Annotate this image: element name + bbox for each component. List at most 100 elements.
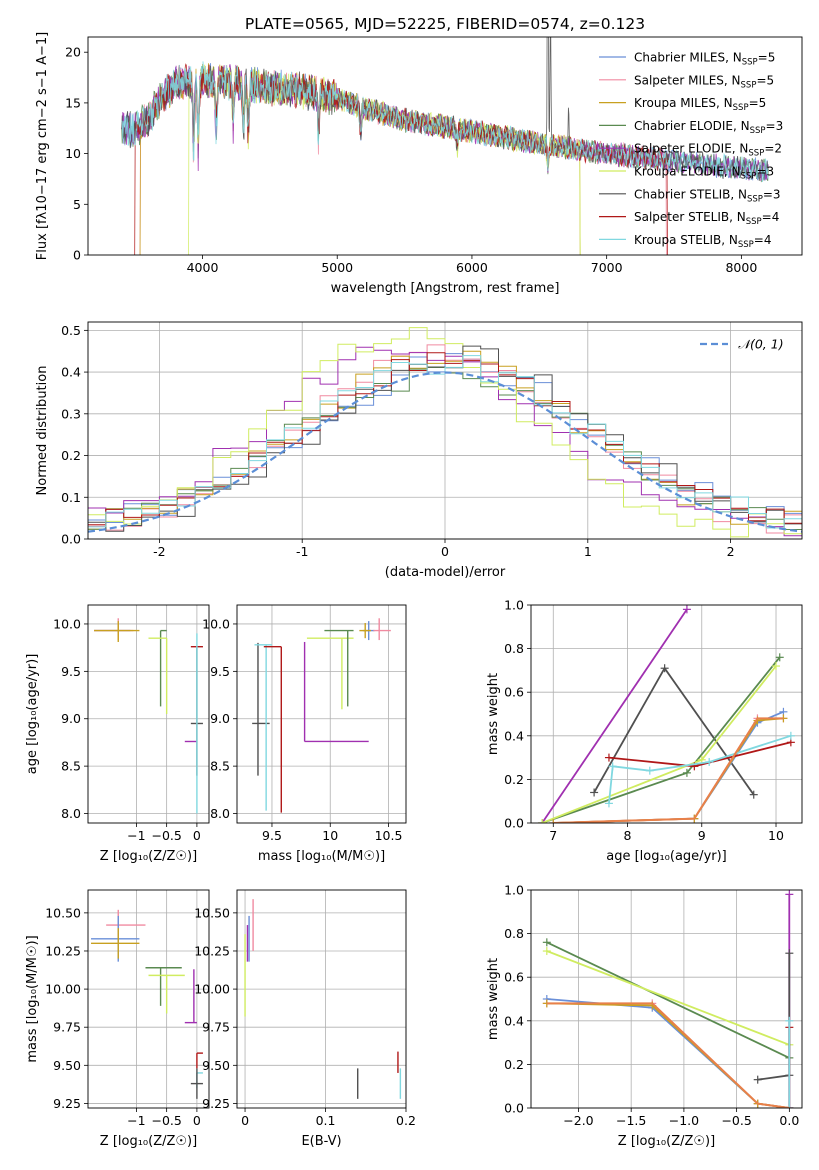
x-tick-label: 9.5 — [262, 828, 282, 843]
spectrum-series — [121, 61, 769, 182]
axes-frame — [87, 889, 210, 1109]
y-tick-label: 0.4 — [504, 1013, 524, 1028]
y-tick-label: 8.5 — [210, 759, 230, 774]
x-tick-label: 10.5 — [375, 828, 403, 843]
y-tick-label: 9.50 — [53, 1058, 81, 1073]
x-axis-label: Z [log₁₀(Z/Z☉)] — [100, 1134, 197, 1149]
x-tick-label: -1 — [296, 544, 308, 559]
legend-label: Chabrier MILES, NSSP=5 — [634, 51, 775, 68]
x-tick-label: 1 — [584, 544, 592, 559]
x-axis-label: Z [log₁₀(Z/Z☉)] — [100, 849, 197, 864]
plot-area — [91, 909, 203, 1099]
y-tick-label: 9.25 — [53, 1096, 81, 1111]
y-tick-label: 9.75 — [202, 1020, 230, 1035]
x-tick-label: 9 — [698, 828, 706, 843]
x-tick-label: 0.2 — [396, 1113, 416, 1128]
y-tick-label: 8.0 — [210, 806, 230, 821]
y-tick-label: 0 — [73, 248, 81, 263]
axes-frame — [530, 604, 803, 824]
x-tick-label: 8000 — [725, 260, 757, 275]
legend-label: Chabrier ELODIE, NSSP=3 — [634, 119, 783, 136]
plot-area — [252, 618, 391, 813]
x-axis-label: (data-model)/error — [385, 565, 506, 580]
x-tick-label: 0 — [241, 1113, 249, 1128]
y-axis-label: mass weight — [486, 958, 501, 1040]
y-tick-label: 10.00 — [45, 982, 81, 997]
y-tick-label: 5 — [73, 197, 81, 212]
y-tick-label: 9.0 — [210, 711, 230, 726]
legend: 𝒩(0, 1) — [700, 337, 784, 352]
x-tick-label: −0.5 — [721, 1113, 751, 1128]
weight-series — [608, 734, 792, 804]
weight-series — [546, 950, 790, 1046]
panel-residuals: -2 -1 0 1 2 0.0 0.1 0.2 0.3 0.4 0.5 (data-model)/er… — [35, 321, 803, 580]
y-tick-label: 0.8 — [504, 926, 524, 941]
y-axis-label: Normed distribution — [35, 366, 50, 496]
figure-title: PLATE=0565, MJD=52225, FIBERID=0574, z=0… — [245, 15, 645, 33]
axes-frame — [87, 604, 210, 824]
y-tick-label: 10.50 — [45, 905, 81, 920]
x-axis-label: age [log₁₀(age/yr)] — [606, 849, 727, 864]
plot-area — [542, 890, 794, 1108]
plot-area — [94, 618, 203, 814]
x-tick-label: 0 — [193, 1113, 201, 1128]
y-tick-label: 9.75 — [53, 1020, 81, 1035]
y-axis-label: Flux [fλ10−17 erg cm−2 s−1 A−1] — [35, 32, 50, 260]
y-tick-label: 10.0 — [202, 616, 230, 631]
x-tick-label: 5000 — [321, 260, 353, 275]
x-tick-label: −1.0 — [669, 1113, 699, 1128]
x-tick-label: 2 — [727, 544, 735, 559]
x-axis-label: wavelength [Angstrom, rest frame] — [331, 281, 560, 296]
weight-series — [541, 608, 688, 823]
spectrum-series — [121, 37, 769, 181]
x-tick-label: −0.5 — [151, 1113, 181, 1128]
y-tick-label: 0.8 — [504, 641, 524, 656]
y-tick-label: 0.6 — [504, 685, 524, 700]
plot-area — [88, 327, 802, 538]
x-axis-label: mass [log₁₀(M/M☉)] — [258, 849, 385, 864]
weight-series — [546, 998, 790, 1108]
y-tick-label: 10.25 — [194, 943, 230, 958]
panel-age_vs_mass: 9.5 10 10.5 8.0 8.5 9.0 9.5 10.0 mass [log₁₀(M/M… — [202, 604, 407, 864]
y-tick-label: 0.6 — [504, 970, 524, 985]
y-tick-label: 15 — [65, 95, 81, 110]
y-tick-label: 0.0 — [504, 816, 524, 831]
legend-label: Kroupa MILES, NSSP=5 — [634, 96, 766, 113]
legend-label: Salpeter STELIB, NSSP=4 — [634, 210, 779, 227]
x-tick-label: −1.5 — [616, 1113, 646, 1128]
y-tick-label: 9.25 — [202, 1096, 230, 1111]
legend-label: 𝒩(0, 1) — [738, 337, 784, 352]
y-tick-label: 0.3 — [61, 406, 81, 421]
x-tick-label: 10 — [322, 828, 338, 843]
y-tick-label: 9.5 — [210, 664, 230, 679]
weight-series — [757, 953, 791, 1081]
normal-curve — [88, 371, 802, 533]
panel-age_vs_Z: −1 −0.5 0 8.0 8.5 9.0 9.5 10.0 Z [log₁₀(Z/Z☉)] ag… — [25, 604, 210, 864]
weight-series-overlay — [553, 717, 784, 823]
axes-frame — [236, 889, 407, 1109]
axes-frame — [87, 321, 803, 540]
x-tick-label: 6000 — [456, 260, 488, 275]
y-tick-label: 0.2 — [61, 448, 81, 463]
histogram-series — [88, 355, 802, 529]
x-axis-label: Z [log₁₀(Z/Z☉)] — [618, 1134, 715, 1149]
y-tick-label: 8.5 — [61, 759, 81, 774]
panel-mass_vs_ebv: 0 0.1 0.2 9.25 9.50 9.75 10.00 10.25 10.50 E(B-V) — [194, 889, 416, 1149]
x-tick-label: 0 — [441, 544, 449, 559]
y-tick-label: 0.1 — [61, 490, 81, 505]
weight-series — [546, 941, 790, 1059]
panel-mass_vs_Z: −1 −0.5 0 9.25 9.50 9.75 10.00 10.25 10.50 Z [log… — [25, 889, 210, 1149]
plot-area — [244, 899, 402, 1099]
x-tick-label: 0 — [193, 828, 201, 843]
x-axis-label: E(B-V) — [301, 1134, 341, 1149]
y-tick-label: 0.4 — [504, 728, 524, 743]
panel-spectrum: 4000 5000 6000 7000 8000 0 5 10 15 20 wavelength [… — [35, 32, 803, 296]
y-tick-label: 0.5 — [61, 323, 81, 338]
plot-area — [538, 605, 795, 823]
axes-frame — [87, 36, 803, 256]
y-tick-label: 0.4 — [61, 365, 81, 380]
legend-label: Kroupa ELODIE, NSSP=3 — [634, 165, 774, 182]
legend: Chabrier MILES, NSSP=5 Salpeter MILES, NS… — [599, 51, 783, 250]
y-tick-label: 9.50 — [202, 1058, 230, 1073]
